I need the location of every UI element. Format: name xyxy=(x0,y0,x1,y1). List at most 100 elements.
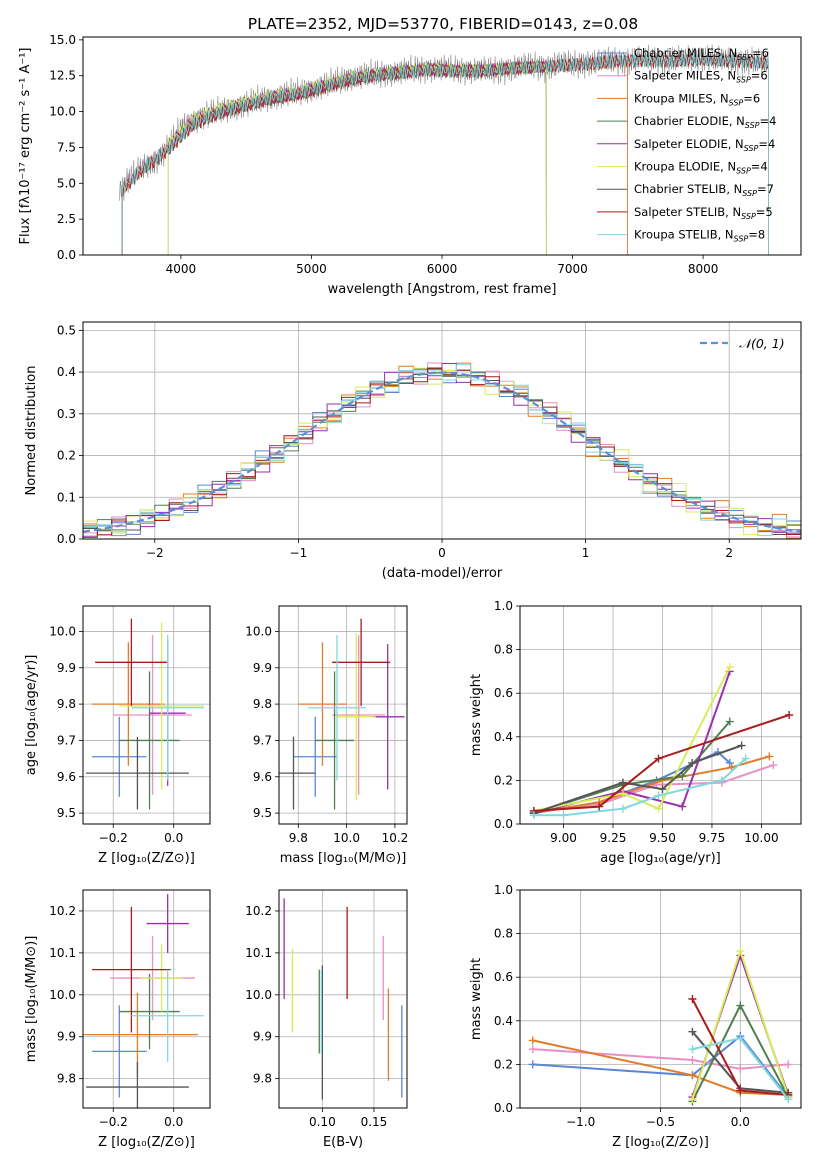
panel-spectrum: 4000 5000 6000 7000 8000 0.0 2.5 5.0 7.5 10.0 12.5… xyxy=(18,33,802,297)
y-axis-label: mass [log₁₀(M/M⊙)] xyxy=(24,936,39,1063)
series-marker xyxy=(528,1060,537,1069)
y-tick-label: 1.0 xyxy=(494,599,513,613)
y-tick-label: 1.0 xyxy=(494,883,513,897)
y-tick-label: 9.9 xyxy=(57,661,76,675)
series-marker xyxy=(688,1095,697,1104)
y-tick-label: 10.0 xyxy=(49,988,76,1002)
series-marker xyxy=(736,1001,745,1010)
series-marker xyxy=(658,776,667,785)
y-tick-label: 9.8 xyxy=(253,1072,272,1086)
series-line xyxy=(532,1039,789,1096)
plot-area xyxy=(119,44,769,255)
series-marker xyxy=(595,802,604,811)
y-tick-label: 0.6 xyxy=(494,970,513,984)
y-tick-label: 0.8 xyxy=(494,643,513,657)
plot-area xyxy=(528,947,793,1106)
series-marker xyxy=(528,1036,537,1045)
gaussian-curve xyxy=(83,371,801,533)
series-marker xyxy=(678,802,687,811)
x-tick-label: 0.10 xyxy=(309,1115,336,1129)
y-tick-label: 0.4 xyxy=(494,1014,513,1028)
y-tick-label: 0.0 xyxy=(494,1101,513,1115)
legend: Chabrier MILES, NSSP=6 Salpeter MILES, NS… xyxy=(597,46,776,244)
y-tick-label: 9.9 xyxy=(253,1030,272,1044)
x-tick-label: 8000 xyxy=(688,262,719,276)
x-axis-label: Z [log₁₀(Z/Z⊙)] xyxy=(98,1135,195,1150)
panel-weight_vs_age: 9.00 9.25 9.50 9.75 10.00 0.0 0.2 0.4 0.6 0.8 1.0 a… xyxy=(469,599,802,866)
legend-entry: Kroupa STELIB, NSSP=8 xyxy=(634,228,765,244)
plots: 4000 5000 6000 7000 80000.02.55.07.510.012.5… xyxy=(18,33,802,1150)
x-tick-label: 1 xyxy=(582,546,590,560)
x-tick-label: 6000 xyxy=(427,262,458,276)
model-line xyxy=(167,60,547,255)
x-tick-label: −0.5 xyxy=(646,1115,675,1129)
panel-mass_vs_z: −0.2 0.0 9.8 9.9 10.0 10.1 10.2 Z [log₁₀(Z/Z⊙)]… xyxy=(24,889,211,1150)
y-tick-label: 0.0 xyxy=(494,817,513,831)
series-marker xyxy=(528,1045,537,1054)
y-axis-label: Flux [fλ10⁻¹⁷ erg cm⁻² s⁻¹ A⁻¹] xyxy=(18,48,33,245)
series-line xyxy=(532,1048,789,1070)
y-tick-label: 10.0 xyxy=(245,624,272,638)
axes-frame xyxy=(278,605,408,825)
x-axis-label: Z [log₁₀(Z/Z⊙)] xyxy=(612,1135,709,1150)
x-axis-label: Z [log₁₀(Z/Z⊙)] xyxy=(98,851,195,866)
plot-area xyxy=(279,618,405,810)
x-tick-label: 10.0 xyxy=(333,831,360,845)
plot-area xyxy=(283,898,403,1100)
series-marker xyxy=(529,811,538,820)
series-marker xyxy=(688,1071,697,1080)
series-marker xyxy=(737,741,746,750)
series-marker xyxy=(654,804,663,813)
series-marker xyxy=(618,804,627,813)
model-line xyxy=(121,54,628,255)
y-tick-label: 9.9 xyxy=(57,1030,76,1044)
axes-frame xyxy=(82,605,211,825)
figure-title: PLATE=2352, MJD=53770, FIBERID=0143, z=0… xyxy=(248,15,638,33)
y-tick-label: 10.0 xyxy=(49,624,76,638)
y-axis-label: mass weight xyxy=(469,958,484,1040)
series-marker xyxy=(736,1064,745,1073)
plot-area xyxy=(529,663,794,820)
x-axis-label: mass [log₁₀(M/M⊙)] xyxy=(280,851,407,866)
series-marker xyxy=(725,717,734,726)
x-axis-label: (data-model)/error xyxy=(382,566,503,581)
y-tick-label: 9.7 xyxy=(253,733,272,747)
x-tick-label: 9.8 xyxy=(289,831,308,845)
y-tick-label: 7.5 xyxy=(57,140,76,154)
y-tick-label: 9.5 xyxy=(253,806,272,820)
x-tick-label: −1 xyxy=(290,546,308,560)
series-marker xyxy=(658,785,667,794)
y-tick-label: 10.2 xyxy=(245,904,272,918)
legend-entry: Chabrier STELIB, NSSP=7 xyxy=(634,182,774,198)
y-tick-label: 0.0 xyxy=(57,532,76,546)
panel-residuals: −2 −1 0 1 2 0.0 0.1 0.2 0.3 0.4 0.5 (data-model)/er… xyxy=(24,321,802,581)
series-marker xyxy=(765,752,774,761)
axes-frame xyxy=(82,321,802,540)
y-tick-label: 10.1 xyxy=(49,946,76,960)
legend-entry: Salpeter MILES, NSSP=6 xyxy=(634,69,768,85)
x-tick-label: 9.75 xyxy=(699,831,726,845)
series-marker xyxy=(688,1045,697,1054)
x-tick-label: −1.0 xyxy=(566,1115,595,1129)
plot-area xyxy=(83,894,204,1108)
y-tick-label: 9.6 xyxy=(57,770,76,784)
series-marker xyxy=(769,761,778,770)
y-axis-label: Normed distribution xyxy=(24,366,39,496)
series-marker xyxy=(725,758,734,767)
x-tick-label: 2 xyxy=(725,546,733,560)
x-tick-label: 0 xyxy=(438,546,446,560)
x-tick-label: −0.2 xyxy=(99,831,128,845)
y-tick-label: 9.5 xyxy=(57,806,76,820)
x-tick-label: 0.0 xyxy=(164,831,183,845)
x-tick-label: 0.15 xyxy=(361,1115,388,1129)
model-line xyxy=(121,52,769,255)
series-marker xyxy=(736,1034,745,1043)
plot-area xyxy=(86,618,204,810)
legend-entry: Salpeter ELODIE, NSSP=4 xyxy=(634,137,775,153)
series-marker xyxy=(618,778,627,787)
y-axis-label: age [log₁₀(age/yr)] xyxy=(24,655,39,776)
series-marker xyxy=(741,754,750,763)
x-tick-label: 9.25 xyxy=(600,831,627,845)
y-tick-label: 0.6 xyxy=(494,686,513,700)
x-tick-label: 5000 xyxy=(296,262,327,276)
